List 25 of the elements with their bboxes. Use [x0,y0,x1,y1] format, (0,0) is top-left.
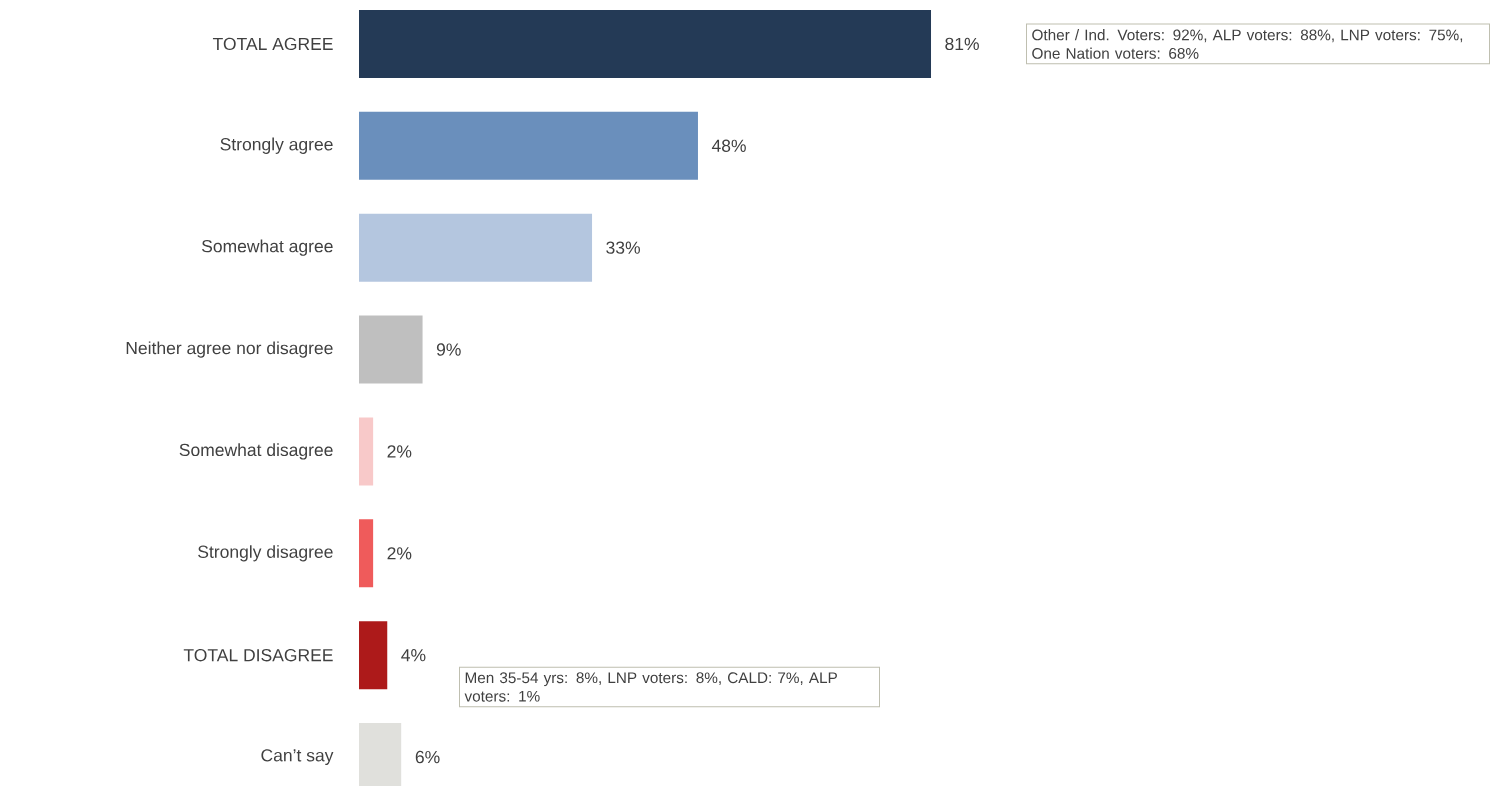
bar [359,9,932,78]
bar [359,621,388,690]
y-tick-label: Somewhat disagree [179,443,333,460]
bar [359,315,423,384]
data-label: 81% [945,37,979,51]
bar [359,519,374,588]
bar [359,417,374,486]
y-tick-label: Neither agree nor disagree [126,341,333,358]
y-tick-label: Can’t say [261,749,334,765]
data-label: 9% [436,343,461,356]
y-tick-label: TOTAL DISAGREE [183,648,333,662]
y-tick-label: Somewhat agree [201,239,333,256]
y-tick-label: TOTAL AGREE [212,37,333,51]
annotation: Men 35-54 yrs: 8%, LNP voters: 8%, CALD: 7%, ALP voters: 1% [464,672,837,702]
data-label: 2% [387,547,412,560]
data-label: 33% [606,241,640,254]
data-label: 6% [415,750,440,764]
y-tick-label: Strongly agree [220,137,333,154]
bar [359,111,698,180]
y-tick-label: Strongly disagree [198,545,333,562]
data-label: 4% [401,649,426,662]
data-label: 48% [711,139,746,152]
bar [359,213,593,282]
data-label: 2% [387,445,412,458]
text: Other / Ind. Voters: 92%, ALP voters: 88%, LNP voters: 75%, One Nation voters: 68% [1032,29,1463,59]
